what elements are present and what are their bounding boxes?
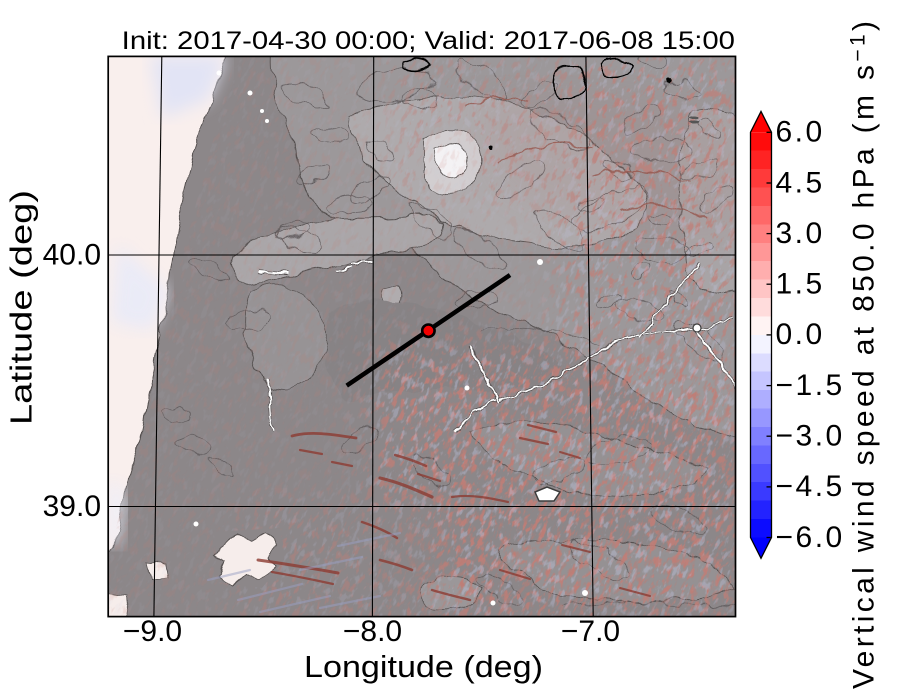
svg-text:Init: 2017-04-30 00:00; Valid:: Init: 2017-04-30 00:00; Valid: 2017-06-0…	[122, 27, 735, 55]
svg-text:Latitude (deg): Latitude (deg)	[5, 190, 39, 425]
svg-text:−8.0: −8.0	[343, 615, 402, 648]
svg-text:6.0: 6.0	[776, 116, 825, 149]
svg-text:−4.5: −4.5	[776, 470, 845, 503]
svg-text:−1.5: −1.5	[776, 369, 845, 402]
svg-text:1.5: 1.5	[776, 268, 825, 301]
svg-text:0.0: 0.0	[776, 318, 825, 351]
svg-text:−7.0: −7.0	[561, 615, 620, 648]
svg-text:40.0: 40.0	[43, 238, 101, 271]
svg-text:−3.0: −3.0	[776, 420, 845, 453]
svg-text:4.5: 4.5	[776, 166, 825, 199]
svg-text:3.0: 3.0	[776, 217, 825, 250]
svg-text:Longitude (deg): Longitude (deg)	[304, 650, 543, 684]
svg-text:−9.0: −9.0	[123, 615, 182, 648]
svg-text:Vertical wind speed at 850.0 h: Vertical wind speed at 850.0 hPa (m s−1)	[847, 21, 881, 689]
svg-text:39.0: 39.0	[43, 490, 101, 523]
svg-text:−6.0: −6.0	[776, 521, 845, 554]
